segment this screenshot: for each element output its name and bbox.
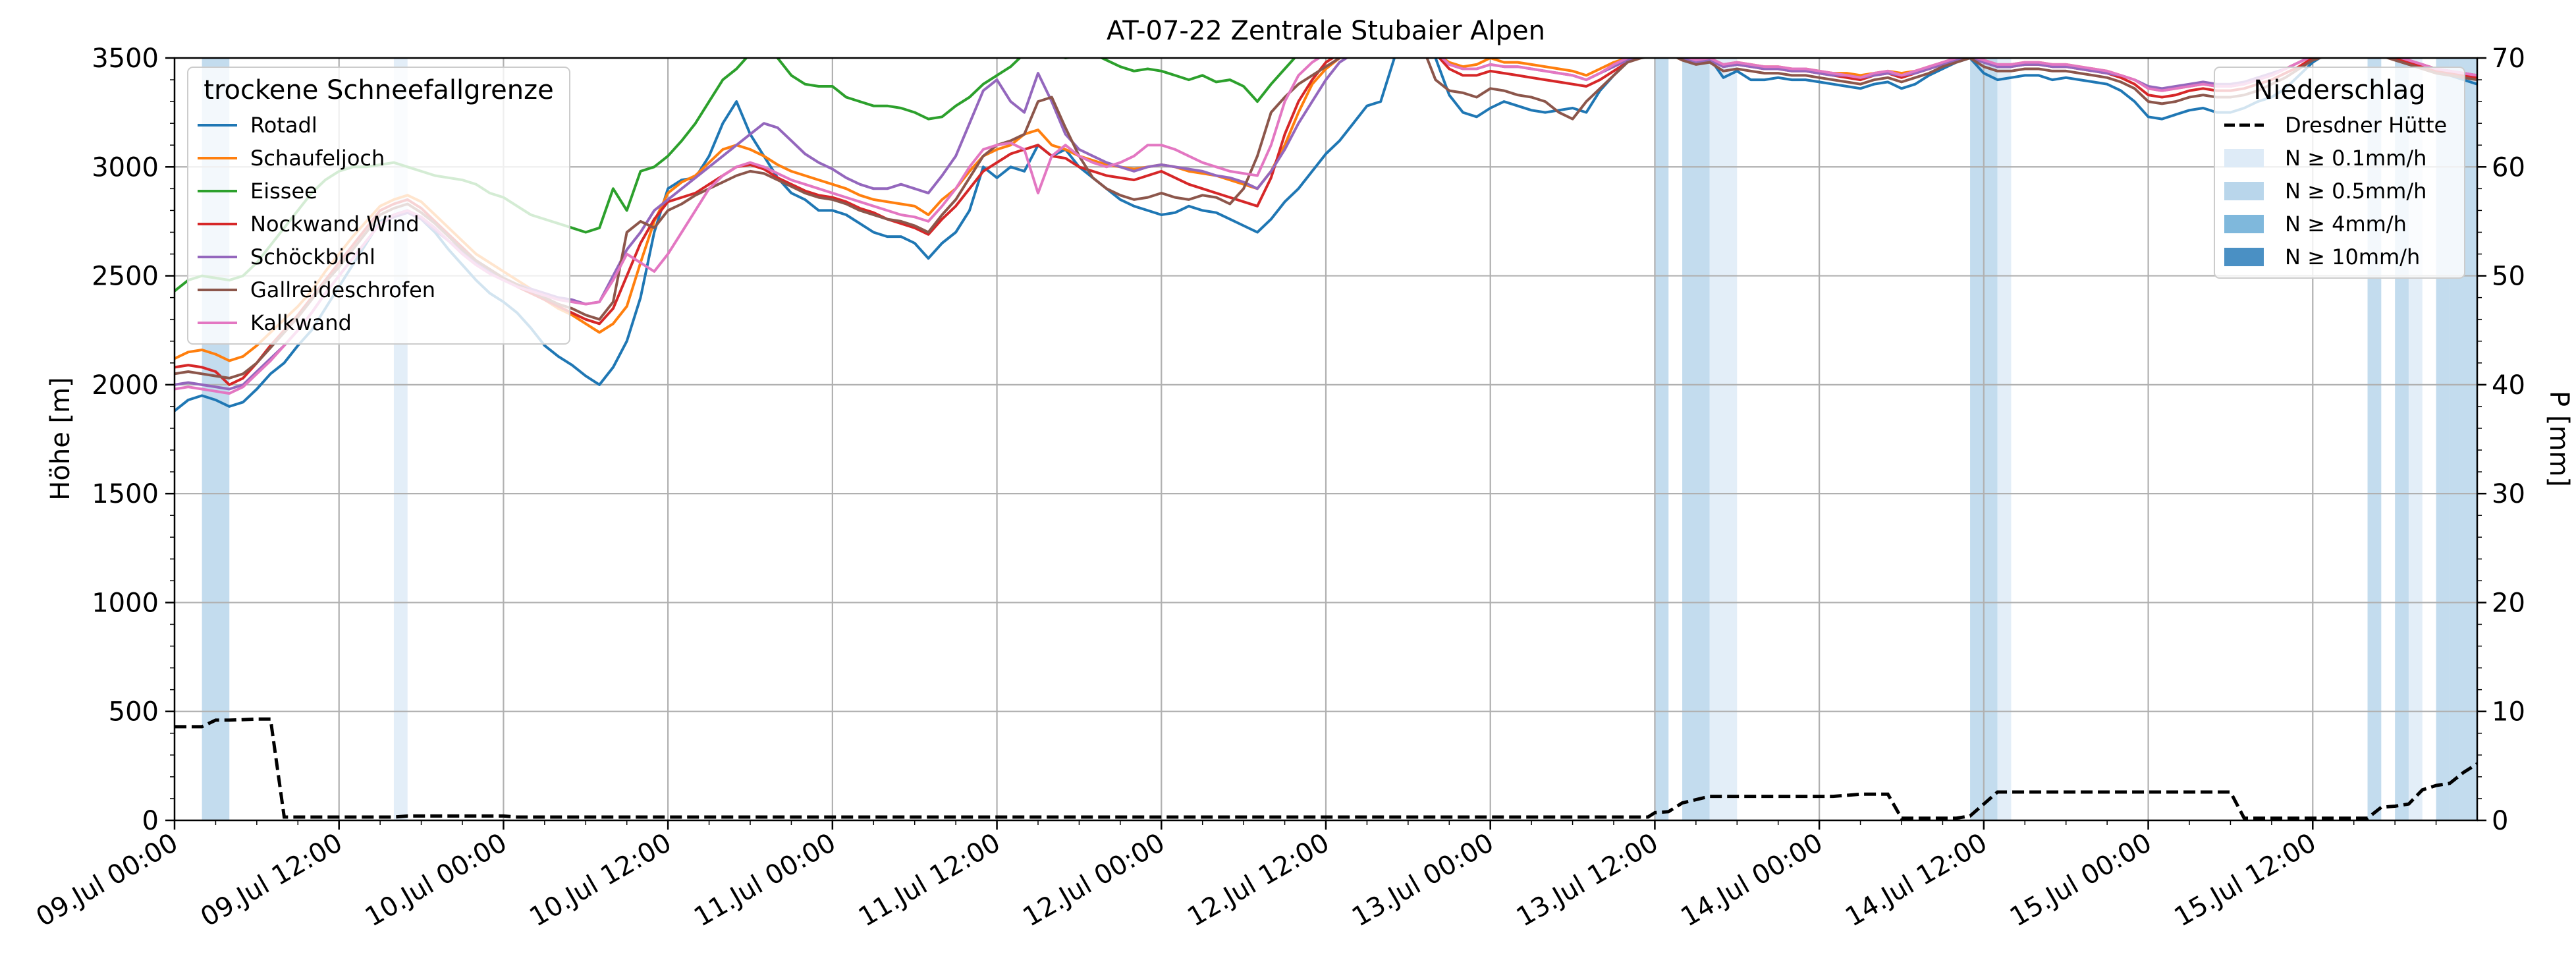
y-tick-label-500: 500 [109,697,159,727]
legend-label-precip-4: N ≥ 10mm/h [2285,244,2420,269]
y-tick-label-1500: 1500 [92,479,159,509]
precip-band-4 [1709,58,1724,820]
legend-precip-title: Niederschlag [2253,75,2425,105]
legend-precip-box [2214,67,2465,279]
legend-label-sch-ckbichl: Schöckbichl [250,244,375,269]
y-tick-label-2500: 2500 [92,262,159,292]
y-axis-label: Höhe [m] [45,377,76,500]
legend-label-rotadl: Rotadl [250,113,317,138]
legend-label-precip-2: N ≥ 0.5mm/h [2285,179,2426,204]
legend-swatch-precip-3 [2224,215,2264,233]
y-tick-label-1000: 1000 [92,588,159,618]
y2-tick-label-60: 60 [2492,152,2525,183]
y2-tick-label-40: 40 [2492,370,2525,401]
y2-tick-label-70: 70 [2492,43,2525,74]
y2-tick-label-50: 50 [2492,262,2525,292]
legend-label-nockwand-wind: Nockwand Wind [250,212,420,237]
y-tick-label-0: 0 [142,806,159,836]
legend-label-precip-1: N ≥ 0.1mm/h [2285,146,2426,171]
precip-band-5 [1723,58,1738,820]
precip-band-6 [1970,58,1984,820]
legend-label-gallreideschrofen: Gallreideschrofen [250,277,435,302]
y2-tick-label-0: 0 [2492,806,2508,836]
y2-tick-label-30: 30 [2492,479,2525,509]
y2-axis-label: P [mm] [2544,391,2574,487]
y-tick-label-3000: 3000 [92,152,159,183]
y2-tick-label-10: 10 [2492,697,2525,727]
series-line-rotadl [175,58,2477,412]
precip-band-8 [1997,58,2012,820]
precip-band-3 [1682,58,1710,820]
legend-snowline: trockene Schneefallgrenze Rotadl Schaufel… [187,67,570,345]
y2-tick-label-20: 20 [2492,588,2525,618]
legend-snowline-box [187,67,570,345]
legend-swatch-precip-2 [2224,182,2264,200]
y-tick-label-2000: 2000 [92,370,159,401]
legend-label-kalkwand: Kalkwand [250,310,352,335]
y-tick-label-3500: 3500 [92,43,159,74]
legend-snowline-title: trockene Schneefallgrenze [204,75,553,105]
series-line-dresdner-huette [175,717,2477,820]
legend-label-schaufeljoch: Schaufeljoch [250,146,385,171]
precip-band-7 [1983,58,1998,820]
legend-label-precip-3: N ≥ 4mm/h [2285,212,2407,237]
legend-precip: Niederschlag Dresdner Hütte N ≥ 0.1mm/h N … [2214,67,2465,279]
grid [175,58,2477,820]
legend-swatch-precip-1 [2224,149,2264,167]
legend-swatch-precip-4 [2224,248,2264,266]
precip-band-2 [1655,58,1669,820]
legend-label-eissee: Eissee [250,179,317,204]
chart-title: AT-07-22 Zentrale Stubaier Alpen [1107,16,1545,46]
legend-label-precip-0: Dresdner Hütte [2285,113,2447,138]
